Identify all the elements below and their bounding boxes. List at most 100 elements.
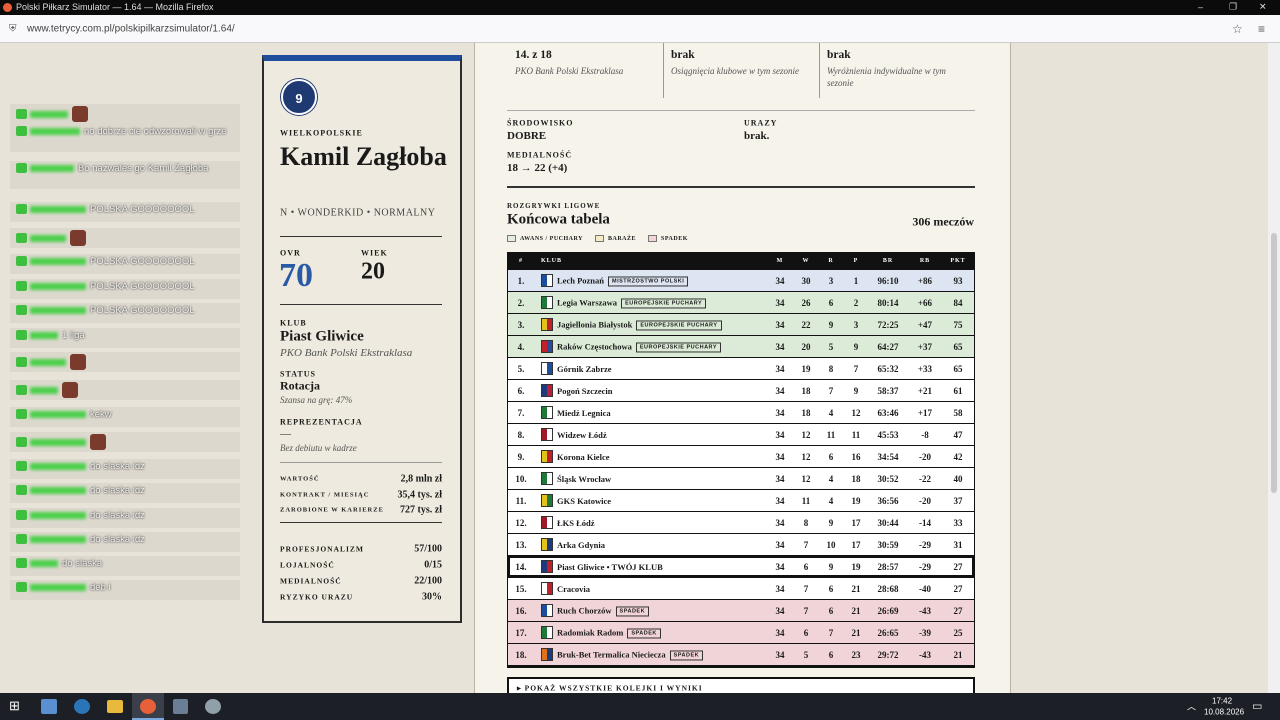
cell-m: 34 [775,627,785,638]
chat-message: kekw [16,409,238,421]
menu[interactable]: ≡ [1258,22,1266,36]
chat-message [16,382,238,398]
cell-pkt: 61 [953,385,963,396]
age: 20 [361,258,385,285]
cell-pkt: 65 [953,341,963,352]
cell-rb: -14 [919,517,931,528]
cell-p: 23 [851,649,861,660]
cell-m: 34 [775,605,785,616]
bookmark-star[interactable]: ☆ [1232,22,1243,36]
divider [507,186,975,188]
restore[interactable]: ❐ [1229,1,1238,12]
club-name: Ruch Chorzów SPADEK [557,605,650,617]
cell-w: 19 [801,363,811,374]
cell-pkt: 33 [953,517,963,528]
app-icon[interactable] [107,700,123,713]
app-icon[interactable] [173,699,188,714]
cell-r: 6 [828,297,834,308]
scroll-thumb[interactable] [1271,233,1277,493]
finance-label: KONTRAKT / MIESIĄC [280,491,370,498]
cell-rb: +21 [917,385,933,396]
chat-message: Bo nazwales go Kamil Zagłoba [16,163,238,175]
cell-m: 34 [775,363,785,374]
cell-m: 34 [775,275,785,286]
cell-w: 7 [803,605,809,616]
table-row: 2. Legia Warszawa EUROPEJSKIE PUCHARY 34 26 6… [508,292,974,313]
cell-m: 34 [775,341,785,352]
cell-m: 34 [775,451,785,462]
cell-br: 30:44 [877,517,899,528]
chat-row-bg [10,328,240,348]
message-text: POLSKA GOOOOOOOL [90,305,195,316]
club-name: Śląsk Wrocław [557,474,611,484]
badge-icon [16,558,27,569]
cell-rb: -8 [921,429,929,440]
cell-pos: 10. [515,473,527,484]
cell-br: 96:10 [877,275,899,286]
club-badge: SPADEK [627,628,661,639]
cell-w: 18 [801,407,811,418]
cell-pkt: 31 [953,539,963,550]
chat-message: do slaska idz [16,510,238,522]
ovr: 70 [279,257,313,294]
divider [280,236,442,237]
url[interactable]: www.tetrycy.com.pl/polskipilkarzsimulato… [27,23,235,35]
club-text: Miedź Legnica [557,407,611,418]
cell-pos: 16. [515,605,527,616]
username-blurred [30,386,58,394]
cell-rb: +37 [917,341,933,352]
cell-w: 18 [801,385,811,396]
club-name: Górnik Zabrze [557,364,612,374]
app-icon[interactable] [205,699,221,714]
app-icon-active[interactable] [132,693,164,720]
app-icon[interactable] [41,699,57,714]
scrollbar[interactable] [1268,43,1280,693]
cell-p: 1 [853,275,859,286]
media: 18 → 22 (+4) [507,162,568,174]
chat-row-bg [10,352,240,372]
club-text: Raków Częstochowa [557,340,632,351]
header-cell: KLUB [541,258,563,264]
tray-arrow[interactable]: ︿ [1187,701,1197,712]
start-button[interactable]: ⊞ [9,698,20,713]
league: PKO Bank Polski Ekstraklasa [280,347,413,359]
cell-p: 21 [851,627,861,638]
notifications[interactable]: ▭ [1252,700,1263,713]
badge-icon [16,256,27,267]
cell-pkt: 27 [953,561,963,572]
club-text: Lech Poznań [557,274,604,285]
club-text: GKS Katowice [557,495,612,506]
chat-message: no dobrze cie odwzorowali w grze [16,126,238,138]
cell-r: 7 [828,385,834,396]
club-name: ŁKS Łódź [557,518,595,528]
chat-message: do slaska idz [16,485,238,497]
cell-r: 4 [828,407,834,418]
message-text: POLSKA GOOOOOOOL [90,281,195,292]
cell-pkt: 93 [953,275,963,286]
club-crest [541,582,553,595]
username-blurred [30,257,86,265]
cell-p: 21 [851,583,861,594]
app-icon[interactable] [74,699,90,714]
cell-r: 9 [828,517,834,528]
cell-rb: +86 [917,275,933,286]
cell-r: 5 [828,341,834,352]
minimize[interactable]: – [1198,2,1204,12]
national-label: REPREZENTACJA [280,417,363,427]
club-name: Piast Gliwice • TWÓJ KLUB [557,562,663,572]
column-divider [663,43,664,98]
close[interactable]: ✕ [1259,1,1267,12]
chat-message: do slaska [16,558,238,570]
club-text: Pogoń Szczecin [557,385,613,396]
message-text: do slaska idz [90,510,145,521]
header-cell: BR [882,258,894,264]
table-row: 15. Cracovia 34 7 6 21 28:68 -40 27 [508,578,974,599]
cell-rb: -43 [919,649,931,660]
badge-icon [16,281,27,292]
finance-value: 35,4 tys. zł [397,489,442,500]
lock-icon: ⛨ [9,23,17,35]
club-name: GKS Katowice [557,496,611,506]
divider [507,110,975,111]
finance-label: ZAROBIONE W KARIERZE [280,506,384,514]
username-blurred [30,164,74,172]
